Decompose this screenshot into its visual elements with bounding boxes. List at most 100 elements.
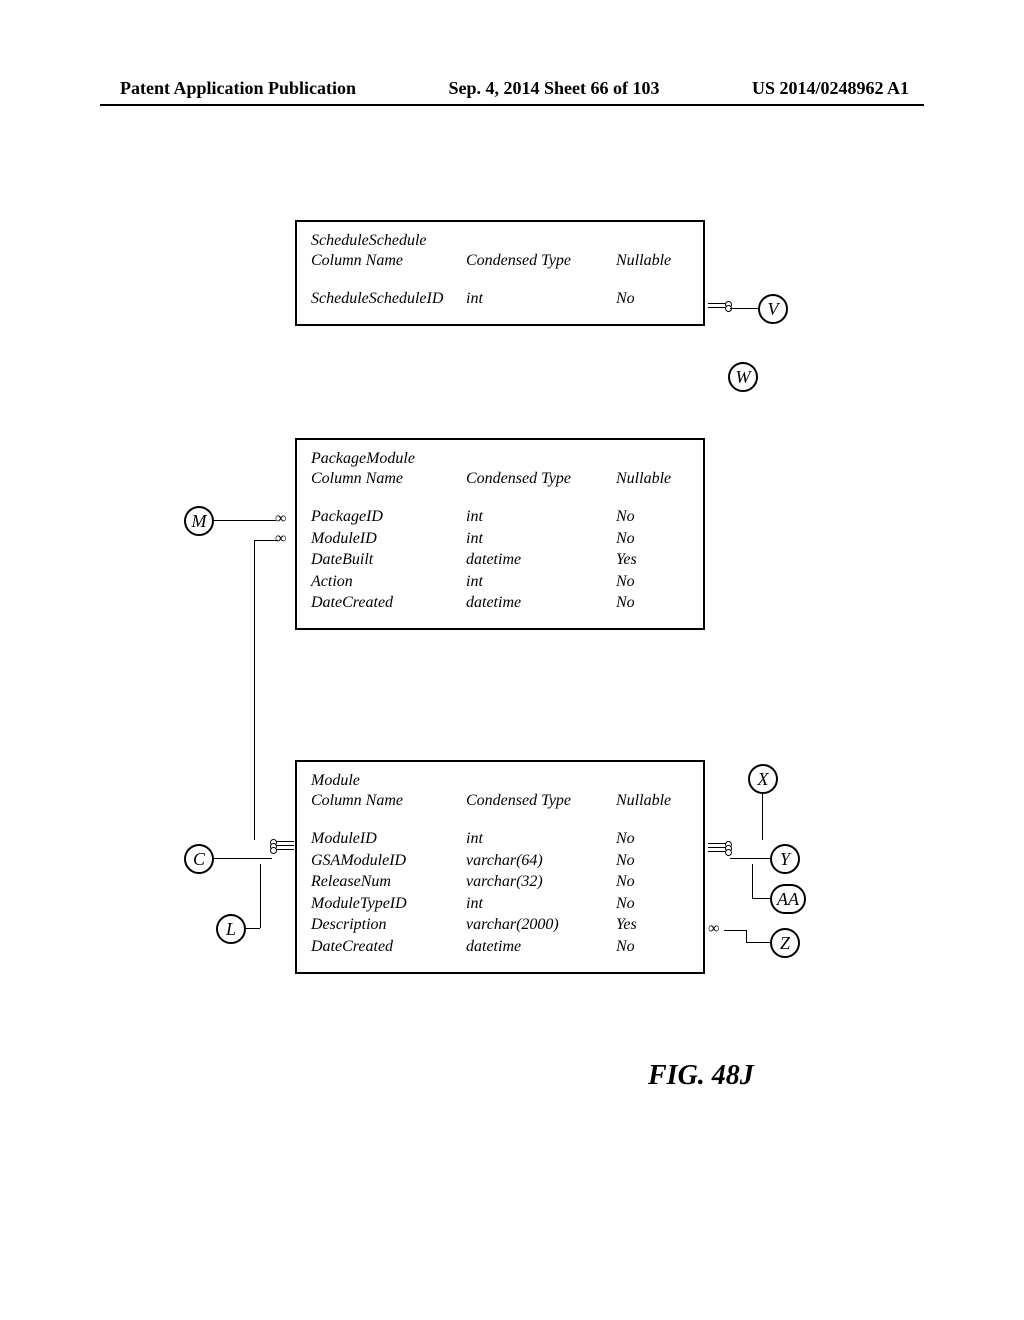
- cell-null: Yes: [616, 549, 676, 571]
- cell-type: datetime: [466, 549, 616, 571]
- connector-line: [214, 520, 276, 521]
- label-text: V: [768, 299, 779, 320]
- cell-name: Action: [311, 571, 466, 593]
- table-row: ScheduleScheduleID int No: [311, 288, 689, 310]
- connector-line: [752, 864, 753, 898]
- cell-name: ModuleTypeID: [311, 893, 466, 915]
- table-row: Action int No: [311, 571, 689, 593]
- header-right: US 2014/0248962 A1: [752, 78, 909, 99]
- label-text: Z: [780, 933, 790, 954]
- col-header-null: Nullable: [616, 252, 676, 270]
- table-row: DateCreated datetime No: [311, 936, 689, 958]
- label-text: Y: [780, 849, 790, 870]
- cell-null: No: [616, 528, 676, 550]
- table-row: PackageID int No: [311, 506, 689, 528]
- table-row: GSAModuleID varchar(64) No: [311, 850, 689, 872]
- cell-type: varchar(32): [466, 871, 616, 893]
- entity-title: PackageModule: [311, 450, 689, 468]
- cell-name: ModuleID: [311, 528, 466, 550]
- reference-label-y: Y: [770, 844, 800, 874]
- label-text: W: [736, 367, 751, 388]
- reference-label-c: C: [184, 844, 214, 874]
- cell-type: int: [466, 528, 616, 550]
- label-text: L: [226, 919, 236, 940]
- relation-key-glyph-y: [708, 840, 730, 855]
- connector-line: [746, 942, 770, 943]
- cell-name: ReleaseNum: [311, 871, 466, 893]
- reference-label-z: Z: [770, 928, 800, 958]
- cell-type: int: [466, 571, 616, 593]
- col-header-name: Column Name: [311, 252, 466, 270]
- col-header-name: Column Name: [311, 470, 466, 488]
- entity-column-headers: Column Name Condensed Type Nullable: [311, 252, 689, 270]
- cell-type: int: [466, 288, 616, 310]
- reference-label-w: W: [728, 362, 758, 392]
- connector-line: [724, 930, 746, 931]
- table-row: ModuleID int No: [311, 828, 689, 850]
- header-rule: [100, 104, 924, 106]
- header-left: Patent Application Publication: [120, 78, 356, 99]
- cell-null: No: [616, 871, 676, 893]
- cell-null: No: [616, 893, 676, 915]
- table-row: ReleaseNum varchar(32) No: [311, 871, 689, 893]
- relation-key-glyph-v: [708, 300, 730, 311]
- cell-name: ScheduleScheduleID: [311, 288, 466, 310]
- cell-type: int: [466, 828, 616, 850]
- page-header: Patent Application Publication Sep. 4, 2…: [0, 78, 1024, 99]
- cell-type: datetime: [466, 936, 616, 958]
- reference-label-m: M: [184, 506, 214, 536]
- label-text: X: [758, 769, 769, 790]
- entity-packagemodule: PackageModule Column Name Condensed Type…: [295, 438, 705, 630]
- cell-null: No: [616, 506, 676, 528]
- reference-label-aa: AA: [770, 884, 806, 914]
- cell-name: DateCreated: [311, 936, 466, 958]
- table-row: DateBuilt datetime Yes: [311, 549, 689, 571]
- cell-null: No: [616, 288, 676, 310]
- cell-type: int: [466, 506, 616, 528]
- col-header-null: Nullable: [616, 470, 676, 488]
- reference-label-l: L: [216, 914, 246, 944]
- cell-name: DateCreated: [311, 592, 466, 614]
- entity-title: ScheduleSchedule: [311, 232, 689, 250]
- crows-foot-icon: ∞: [708, 920, 716, 938]
- cell-name: Description: [311, 914, 466, 936]
- cell-name: ModuleID: [311, 828, 466, 850]
- entity-column-headers: Column Name Condensed Type Nullable: [311, 470, 689, 488]
- entity-title: Module: [311, 772, 689, 790]
- connector-line: [762, 794, 763, 840]
- crows-foot-icon: ∞: [275, 530, 283, 548]
- table-row: Description varchar(2000) Yes: [311, 914, 689, 936]
- label-text: C: [193, 849, 205, 870]
- connector-line: [254, 540, 255, 840]
- connector-line: [746, 930, 747, 942]
- table-row: ModuleTypeID int No: [311, 893, 689, 915]
- header-center: Sep. 4, 2014 Sheet 66 of 103: [449, 78, 660, 99]
- connector-line: [214, 858, 272, 859]
- cell-type: varchar(2000): [466, 914, 616, 936]
- entity-module: Module Column Name Condensed Type Nullab…: [295, 760, 705, 974]
- label-text: M: [192, 511, 207, 532]
- col-header-type: Condensed Type: [466, 252, 616, 270]
- cell-null: Yes: [616, 914, 676, 936]
- cell-null: No: [616, 592, 676, 614]
- cell-null: No: [616, 828, 676, 850]
- figure-caption: FIG. 48J: [648, 1060, 754, 1092]
- cell-type: varchar(64): [466, 850, 616, 872]
- connector-line: [260, 864, 261, 928]
- cell-null: No: [616, 571, 676, 593]
- cell-name: DateBuilt: [311, 549, 466, 571]
- cell-name: GSAModuleID: [311, 850, 466, 872]
- relation-key-glyph-c: [272, 838, 294, 853]
- cell-name: PackageID: [311, 506, 466, 528]
- label-text: AA: [777, 889, 799, 910]
- cell-null: No: [616, 850, 676, 872]
- reference-label-v: V: [758, 294, 788, 324]
- connector-line: [254, 540, 278, 541]
- connector-line: [752, 898, 770, 899]
- entity-column-headers: Column Name Condensed Type Nullable: [311, 792, 689, 810]
- connector-line: [246, 928, 260, 929]
- reference-label-x: X: [748, 764, 778, 794]
- col-header-type: Condensed Type: [466, 792, 616, 810]
- connector-line: [730, 858, 770, 859]
- entity-scheduleschedule: ScheduleSchedule Column Name Condensed T…: [295, 220, 705, 326]
